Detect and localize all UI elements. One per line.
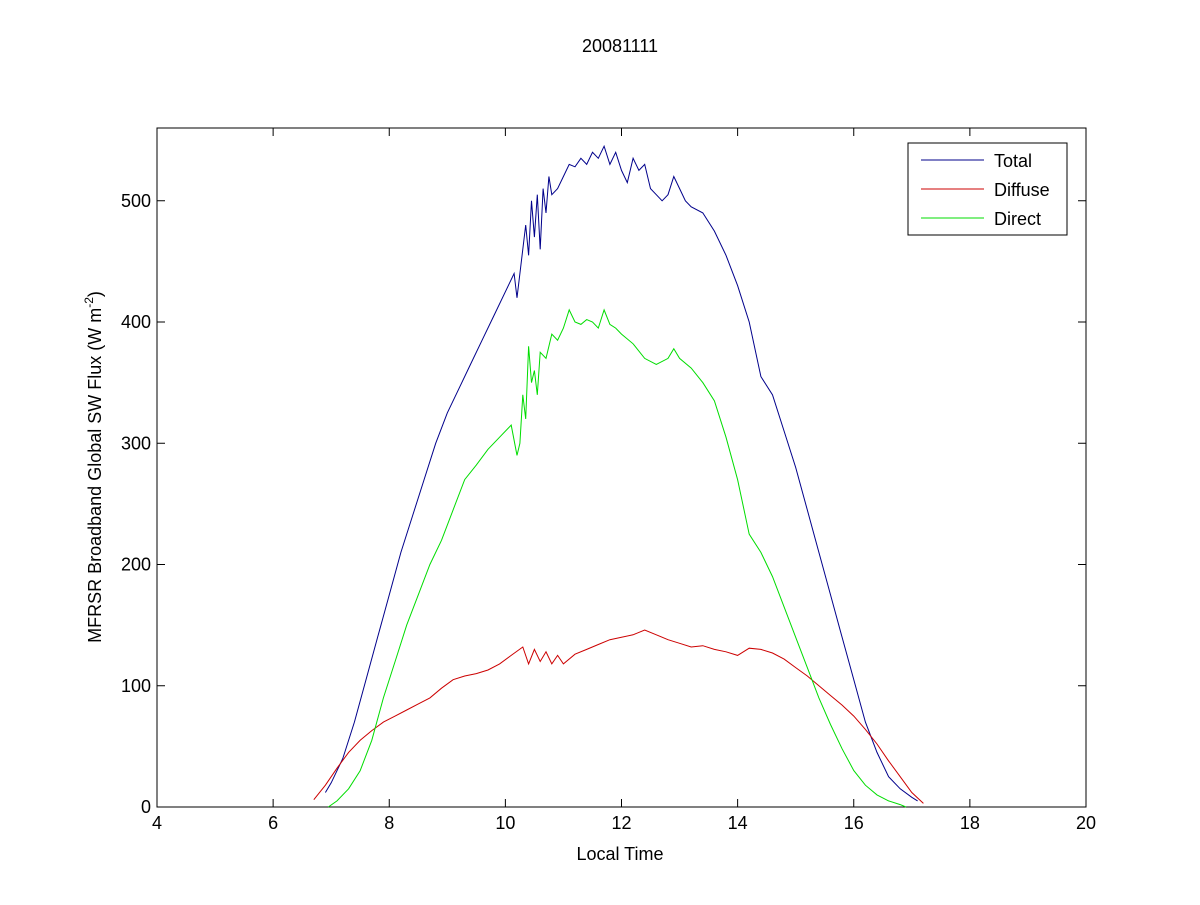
x-axis: 4 6 8 10 12 14 16 18 20 [152,128,1096,833]
y-tick-label: 300 [121,433,151,453]
y-tick-label: 200 [121,555,151,575]
x-axis-label: Local Time [576,844,663,864]
y-axis: 0 100 200 300 400 500 [121,191,1086,817]
x-tick-label: 12 [611,813,631,833]
x-tick-label: 6 [268,813,278,833]
series-line-diffuse [313,629,924,804]
y-axis-label: MFRSR Broadband Global SW Flux (W m-2) [82,291,105,643]
axes-box [156,127,1087,808]
series-lines [313,144,924,808]
y-axis-label-main: MFRSR Broadband Global SW Flux (W m [85,308,105,643]
chart-title: 20081111 [582,36,658,56]
series-line-total [324,144,918,802]
series-line-direct [328,308,907,808]
legend-label-total: Total [994,151,1032,171]
legend: Total Diffuse Direct [907,142,1068,236]
y-tick-label: 400 [121,312,151,332]
legend-label-diffuse: Diffuse [994,180,1050,200]
x-tick-label: 20 [1076,813,1096,833]
y-tick-label: 0 [141,797,151,817]
y-tick-label: 500 [121,191,151,211]
legend-label-direct: Direct [994,209,1041,229]
x-tick-label: 10 [495,813,515,833]
y-tick-label: 100 [121,676,151,696]
x-tick-label: 18 [960,813,980,833]
plot-area: 4 6 8 10 12 14 16 18 20 0 100 200 300 400 500 [121,127,1096,833]
y-axis-label-superscript: -2 [82,297,96,308]
x-tick-label: 4 [152,813,162,833]
y-axis-label-close: ) [85,291,105,297]
x-tick-label: 16 [844,813,864,833]
x-tick-label: 14 [728,813,748,833]
x-tick-label: 8 [384,813,394,833]
